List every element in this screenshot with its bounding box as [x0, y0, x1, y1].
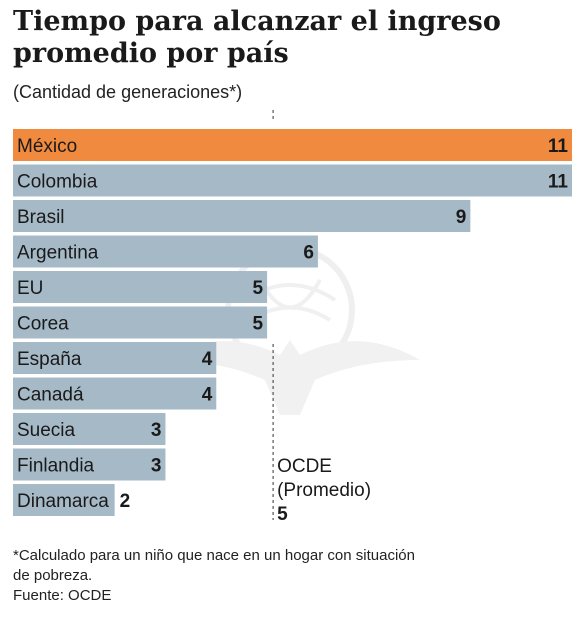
category-label-finlandia: Finlandia: [17, 456, 95, 477]
category-label-dinamarca: Dinamarca: [17, 491, 109, 512]
value-label-espana: 4: [202, 349, 213, 370]
bar-eu: [13, 271, 268, 303]
bar-chart: México 11 Colombia 11 Brasil 9 Argentina 6 EU 5 Co…: [13, 110, 572, 525]
value-label-colombia: 11: [548, 172, 569, 193]
bar-argentina: [13, 235, 318, 268]
bar-canada: [13, 377, 217, 410]
reference-label-line-2: (Promedio): [277, 480, 371, 501]
value-label-canada: 4: [202, 385, 213, 406]
category-label-mexico: México: [17, 136, 77, 157]
bar-mexico: [13, 129, 572, 161]
bar-colombia: [13, 164, 572, 197]
value-label-suecia: 3: [151, 420, 162, 441]
bar-dinamarca: [13, 484, 115, 516]
bar-brasil: [13, 200, 471, 232]
bar-finlandia: [13, 448, 166, 481]
chart-title: Tiempo para alcanzar el ingreso promedio…: [13, 6, 501, 69]
footnote-line-2: de pobreza.: [13, 567, 93, 584]
value-label-finlandia: 3: [151, 456, 162, 477]
category-label-canada: Canadá: [17, 385, 84, 406]
category-label-brasil: Brasil: [17, 207, 65, 228]
category-label-argentina: Argentina: [17, 243, 99, 264]
value-label-dinamarca: 2: [120, 491, 131, 512]
value-label-corea: 5: [253, 314, 264, 335]
value-label-brasil: 9: [456, 207, 467, 228]
category-label-suecia: Suecia: [17, 420, 76, 441]
footnote: *Calculado para un niño que nace en un h…: [13, 546, 573, 606]
bar-espana: [13, 342, 217, 374]
bar-suecia: [13, 413, 166, 445]
value-label-mexico: 11: [548, 136, 569, 157]
bar-corea: [13, 306, 268, 339]
category-label-eu: EU: [17, 278, 43, 299]
category-label-colombia: Colombia: [17, 172, 98, 193]
value-label-argentina: 6: [303, 243, 314, 264]
category-label-espana: España: [17, 349, 82, 370]
reference-label-line-1: OCDE: [277, 456, 332, 477]
category-label-corea: Corea: [17, 314, 69, 335]
reference-value-label: 5: [277, 504, 288, 525]
chart-subtitle: (Cantidad de generaciones*): [13, 82, 243, 102]
footnote-line-1: *Calculado para un niño que nace en un h…: [13, 547, 415, 564]
source-note: Fuente: OCDE: [13, 587, 112, 604]
value-label-eu: 5: [253, 278, 264, 299]
